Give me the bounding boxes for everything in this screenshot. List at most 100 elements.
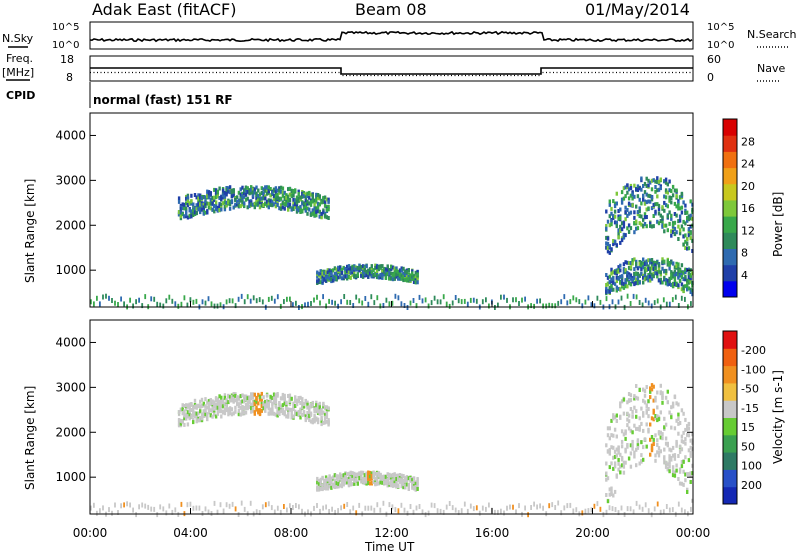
clutter-cell xyxy=(503,510,505,516)
echo-cell xyxy=(227,407,230,412)
echo-cell xyxy=(315,403,318,408)
echo-cell xyxy=(322,420,325,425)
echo-cell xyxy=(186,403,190,408)
echo-cell xyxy=(615,413,618,418)
clutter-cell xyxy=(668,507,671,513)
echo-cell xyxy=(393,276,396,281)
echo-cell xyxy=(677,262,680,267)
echo-cell xyxy=(613,427,617,432)
echo-cell xyxy=(677,402,680,407)
echo-cell xyxy=(290,189,293,194)
echo-cell xyxy=(321,487,324,492)
echo-cell xyxy=(626,213,629,218)
echo-cell xyxy=(330,485,333,490)
echo-cell xyxy=(290,193,293,198)
clutter-cell xyxy=(279,509,282,515)
echo-cell xyxy=(626,270,629,275)
echo-cell xyxy=(251,408,255,413)
echo-cell xyxy=(612,493,615,498)
echo-cell xyxy=(411,478,414,483)
echo-cell xyxy=(328,475,331,480)
echo-cell xyxy=(691,463,694,468)
echo-cell xyxy=(610,418,613,423)
echo-cell xyxy=(659,410,662,415)
clutter-cell xyxy=(201,299,204,305)
echo-cell xyxy=(615,419,618,423)
echo-cell xyxy=(613,239,617,244)
echo-cell xyxy=(250,187,253,192)
echo-cell xyxy=(606,275,610,280)
echo-cell xyxy=(386,477,389,482)
clutter-cell xyxy=(475,505,478,511)
echo-cell xyxy=(642,197,645,202)
echo-cell xyxy=(349,482,352,487)
echo-cell xyxy=(686,287,689,292)
echo-cell xyxy=(250,202,253,207)
colorbar-swatch xyxy=(723,183,737,201)
clutter-cell xyxy=(677,501,680,507)
echo-cell xyxy=(372,475,375,480)
echo-cell xyxy=(200,202,204,207)
echo-cell xyxy=(333,277,337,282)
echo-cell xyxy=(689,445,692,450)
echo-cell xyxy=(657,211,661,216)
echo-cell xyxy=(230,398,234,403)
echo-cell xyxy=(650,387,654,392)
echo-cell xyxy=(250,185,253,190)
echo-cell xyxy=(321,484,324,488)
echo-cell xyxy=(221,398,225,403)
echo-cell xyxy=(659,383,662,388)
echo-cell xyxy=(656,414,659,419)
echo-cell xyxy=(304,414,307,419)
echo-cell xyxy=(248,395,251,400)
colorbar-swatch xyxy=(723,348,737,367)
echo-cell xyxy=(278,186,281,191)
echo-cell xyxy=(682,469,685,474)
echo-cell xyxy=(668,179,671,184)
echo-cell xyxy=(640,222,643,227)
echo-cell xyxy=(670,270,673,275)
clutter-cell xyxy=(102,294,104,300)
echo-cell xyxy=(405,274,409,279)
echo-cell xyxy=(283,190,286,195)
clutter-cell xyxy=(289,503,291,509)
echo-cell xyxy=(269,187,272,191)
echo-cell xyxy=(308,207,311,212)
echo-cell xyxy=(411,271,414,276)
echo-cell xyxy=(649,260,652,265)
clutter-cell xyxy=(581,303,584,309)
clutter-cell xyxy=(379,507,382,513)
echo-cell xyxy=(622,186,626,191)
clutter-cell xyxy=(388,502,391,508)
clutter-cell xyxy=(572,295,575,301)
echo-cell xyxy=(209,197,212,202)
clutter-cell xyxy=(409,300,412,306)
echo-cell xyxy=(324,486,328,491)
clutter-cell xyxy=(653,300,656,306)
echo-cell xyxy=(687,286,691,291)
echo-cell xyxy=(650,266,654,271)
echo-cell xyxy=(230,412,234,417)
echo-cell xyxy=(225,190,228,195)
echo-cell xyxy=(675,194,678,199)
echo-cell xyxy=(188,408,191,413)
echo-cell xyxy=(361,269,365,274)
echo-cell xyxy=(643,215,647,220)
echo-cell xyxy=(678,481,682,486)
echo-cell xyxy=(354,267,358,272)
clutter-cell xyxy=(560,299,563,305)
echo-cell xyxy=(620,238,624,243)
echo-cell xyxy=(311,208,314,213)
echo-cell xyxy=(622,282,626,287)
echo-cell xyxy=(680,408,684,413)
echo-cell xyxy=(664,278,668,282)
echo-cell xyxy=(677,421,680,426)
clutter-cell xyxy=(536,504,538,510)
clutter-cell xyxy=(533,303,535,309)
echo-cell xyxy=(326,479,330,484)
echo-cell xyxy=(645,385,648,389)
echo-cell xyxy=(636,271,640,276)
clutter-cell xyxy=(186,302,189,308)
